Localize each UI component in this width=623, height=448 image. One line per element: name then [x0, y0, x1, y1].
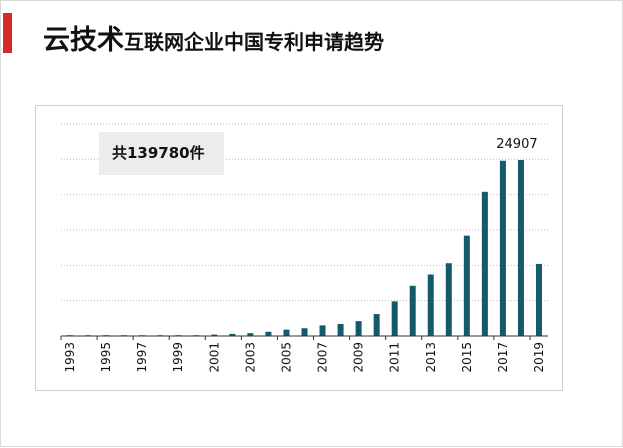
- x-tick-label-2015: 2015: [460, 342, 474, 373]
- bar-2012: [409, 285, 416, 336]
- bar-2015: [463, 235, 470, 336]
- x-tick-label-2003: 2003: [243, 342, 257, 373]
- bar-2009: [355, 321, 362, 336]
- x-tick-label-2005: 2005: [279, 342, 293, 373]
- bar-2007: [319, 325, 326, 336]
- x-tick-label-1993: 1993: [63, 342, 77, 373]
- x-tick-label-2001: 2001: [207, 342, 221, 373]
- bar-2003: [247, 333, 254, 336]
- bar-2002: [229, 333, 236, 336]
- x-tick-label-1995: 1995: [99, 342, 113, 373]
- title-main: 云技术: [43, 25, 124, 56]
- bar-2004: [265, 331, 272, 336]
- bar-2001: [211, 334, 218, 336]
- data-label-2018: 24907: [496, 137, 537, 152]
- x-tick-label-2011: 2011: [388, 342, 402, 373]
- title-accent-bar: [3, 13, 12, 53]
- bar-2006: [301, 328, 308, 336]
- total-count-badge: 共139780件: [99, 132, 224, 175]
- bar-2017: [499, 160, 506, 336]
- bar-2014: [445, 263, 452, 336]
- x-tick-label-2007: 2007: [316, 342, 330, 373]
- x-tick-label-1997: 1997: [135, 342, 149, 373]
- x-tick-label-2019: 2019: [532, 342, 546, 373]
- page-title: 云技术互联网企业中国专利申请趋势: [43, 27, 384, 54]
- x-tick-label-2017: 2017: [496, 342, 510, 373]
- title-sub: 互联网企业中国专利申请趋势: [124, 30, 384, 54]
- bar-2019: [535, 263, 542, 336]
- x-tick-label-2009: 2009: [352, 342, 366, 373]
- x-tick-label-1999: 1999: [171, 342, 185, 373]
- bar-2016: [481, 191, 488, 336]
- bar-2018: [517, 159, 524, 336]
- bar-2010: [373, 314, 380, 336]
- bar-2008: [337, 323, 344, 336]
- bar-2013: [427, 274, 434, 336]
- bar-2005: [283, 329, 290, 336]
- x-tick-label-2013: 2013: [424, 342, 438, 373]
- bar-2011: [391, 301, 398, 336]
